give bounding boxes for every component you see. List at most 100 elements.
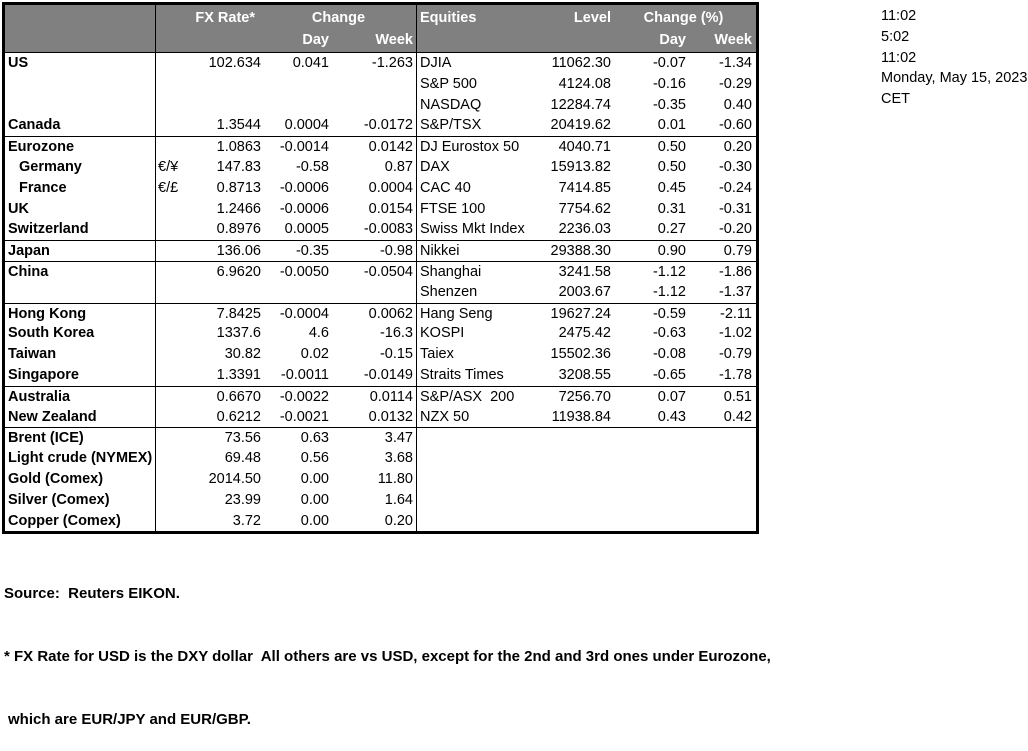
region-label: UK [8, 200, 29, 217]
equity-week-change [686, 448, 756, 469]
equity-level-value: 2003.67 [558, 283, 611, 300]
fx-rate-value: 102.634 [208, 55, 261, 71]
equity-day-change [611, 448, 686, 469]
equity-day-change: -0.08 [652, 346, 686, 363]
fx-day-change: -0.0011 [280, 366, 329, 383]
equity-level-value: 7414.85 [558, 179, 611, 196]
equity-week-change: -1.02 [718, 325, 752, 342]
equity-day-change: 0.45 [657, 179, 686, 196]
fx-day-change: -0.0006 [279, 200, 329, 217]
equity-index-label: DJIA [416, 53, 528, 74]
fx-day-change: 0.00 [300, 470, 329, 487]
equity-level-value [528, 490, 611, 511]
table-row: Japan 136.06 -0.35 -0.98 Nikkei 29388.30… [5, 240, 756, 261]
equity-level-value: 4124.08 [558, 75, 611, 92]
region-label: Eurozone [8, 139, 75, 156]
fx-week-change: 0.0004 [368, 179, 413, 196]
fx-week-change: 0.0114 [369, 388, 413, 405]
equity-index-label: NASDAQ [416, 94, 528, 116]
currency-pair-label [155, 489, 181, 511]
equity-level-value: 29388.30 [550, 243, 611, 260]
table-row: Light crude (NYMEX) 69.48 0.56 3.68 [5, 448, 756, 469]
fx-rate-value: 1337.6 [216, 325, 261, 342]
region-label: France [19, 179, 67, 196]
fx-week-change: -0.15 [379, 346, 413, 363]
equity-week-change: -1.34 [718, 55, 752, 71]
region-label: Brent (ICE) [8, 430, 84, 447]
fx-week-change: 11.80 [377, 470, 413, 487]
currency-pair-label [155, 137, 181, 157]
currency-pair-label [155, 303, 181, 324]
equity-index-label: NZX 50 [416, 406, 528, 428]
equity-week-change: -0.30 [718, 158, 752, 175]
currency-pair-label: €/¥ [155, 156, 181, 178]
table-row: S&P 500 4124.08 -0.16 -0.29 [5, 73, 756, 95]
fx-week-change: -0.0504 [363, 263, 413, 280]
timestamp-panel: 11:02 5:02 11:02 Monday, May 15, 2023 CE… [881, 6, 1027, 110]
timestamp-line: 5:02 [881, 28, 910, 45]
table-row: Copper (Comex) 3.72 0.00 0.20 [5, 510, 756, 532]
fx-week-change: 0.0132 [368, 408, 413, 425]
equity-index-label: Taiex [416, 344, 528, 365]
timestamp-line: 11:02 [881, 8, 917, 24]
table-row: Brent (ICE) 73.56 0.63 3.47 [5, 427, 756, 449]
region-label: Taiwan [8, 346, 57, 363]
region-label [5, 282, 155, 303]
source-note: Source: Reuters EIKON. [4, 585, 180, 602]
currency-pair-label [155, 261, 181, 282]
equity-index-label: KOSPI [416, 323, 528, 345]
currency-pair-label [155, 323, 181, 345]
region-label [5, 95, 155, 116]
fx-day-change [261, 282, 329, 303]
fx-day-change [261, 74, 329, 95]
currency-pair-label [155, 198, 181, 220]
equity-day-change: -0.07 [652, 55, 686, 71]
currency-pair-label [155, 386, 181, 407]
fx-day-change: -0.0006 [279, 179, 329, 196]
region-label [5, 74, 155, 95]
equity-index-label: Straits Times [416, 364, 528, 386]
header-fx-day: Day [302, 32, 329, 48]
equity-week-change: 0.51 [723, 388, 752, 405]
table-row: Gold (Comex) 2014.50 0.00 11.80 [5, 468, 756, 490]
equity-level-value: 19627.24 [550, 305, 611, 322]
fx-day-change: 0.56 [300, 450, 329, 467]
table-row: Eurozone 1.0863 -0.0014 0.0142 DJ Eurost… [5, 136, 756, 157]
region-label: New Zealand [8, 408, 97, 425]
equity-week-change: -0.79 [718, 346, 752, 363]
currency-pair-label [155, 241, 181, 261]
fx-day-change: 0.0005 [284, 221, 329, 238]
equity-day-change: 0.50 [657, 139, 686, 156]
fx-rate-value: 1.0863 [216, 139, 261, 156]
fx-day-change: 0.63 [300, 430, 329, 447]
fx-day-change: -0.0050 [279, 263, 329, 280]
equity-index-label: S&P/ASX 200 [416, 386, 528, 407]
fx-rate-value [181, 95, 261, 116]
table-header: FX Rate* Change Equities Level Change (%… [5, 5, 756, 53]
timestamp-line: 11:02 [881, 49, 917, 66]
table-row: Taiwan 30.82 0.02 -0.15 Taiex 15502.36 -… [5, 344, 756, 365]
fx-day-change: -0.0014 [279, 139, 329, 156]
currency-pair-label [155, 53, 181, 74]
equity-day-change: -0.35 [652, 96, 686, 113]
region-label: US [8, 55, 29, 71]
equity-day-change: -0.59 [652, 305, 686, 322]
region-label: Canada [8, 117, 61, 134]
fx-week-change [329, 74, 416, 95]
table-row: Singapore 1.3391 -0.0011 -0.0149 Straits… [5, 364, 756, 386]
equity-week-change: 0.20 [723, 139, 752, 156]
table-row: UK 1.2466 -0.0006 0.0154 FTSE 100 7754.6… [5, 198, 756, 220]
region-label: Japan [8, 243, 50, 260]
region-label: Light crude (NYMEX) [8, 450, 153, 467]
equity-level-value: 3208.55 [558, 366, 611, 383]
equity-day-change: -1.12 [652, 283, 686, 300]
currency-pair-label [155, 448, 181, 469]
equity-week-change: -1.37 [718, 283, 752, 300]
equity-day-change [611, 469, 686, 490]
equity-week-change [686, 511, 756, 532]
region-label: China [8, 263, 49, 280]
fx-week-change: -0.0149 [363, 366, 413, 383]
header-eq-week: Week [714, 32, 752, 48]
fx-rate-value: 23.99 [224, 491, 261, 508]
equity-day-change: -0.65 [652, 366, 686, 383]
